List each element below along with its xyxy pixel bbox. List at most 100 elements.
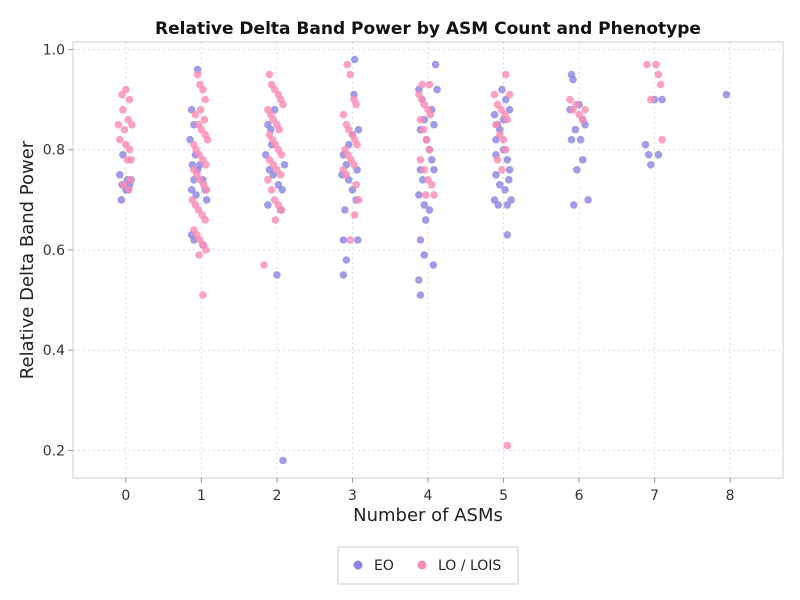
y-axis-label: Relative Delta Band Power [17,140,38,379]
lo-lois-point [352,181,361,189]
lo-lois-point [425,80,434,89]
lo-lois-point [196,105,205,114]
lo-lois-point [201,95,209,104]
lo-lois-point [267,186,276,194]
eo-point [415,276,423,284]
lo-lois-point [499,135,508,144]
x-tick-label: 3 [348,488,357,504]
lo-lois-point [202,246,210,254]
lo-lois-point [492,120,500,129]
lo-lois-point [503,115,512,124]
eo-point [339,271,348,279]
lo-lois-point [120,125,129,134]
lo-lois-point [127,156,135,164]
eo-point [420,201,429,209]
eo-point [658,95,666,104]
legend-marker-lo-lois [417,560,427,570]
eo-point [505,176,513,184]
x-tick-label: 6 [575,488,584,504]
eo-point [641,140,650,149]
eo-point [429,261,438,269]
eo-point [644,151,653,159]
lo-lois-point [350,161,358,169]
lo-lois-point [354,196,363,204]
lo-lois-point [346,70,355,79]
eo-point [415,191,423,199]
eo-point [571,125,580,134]
series-lo-lois-points [114,60,666,450]
eo-point [501,186,509,194]
x-tick-label: 1 [197,488,206,504]
lo-lois-point [125,145,134,154]
lo-lois-point [199,291,207,299]
lo-lois-point [652,60,660,69]
lo-lois-point [505,90,514,99]
lo-lois-point [195,251,203,259]
eo-point [492,171,500,179]
eo-point [119,151,127,159]
lo-lois-point [420,166,429,174]
lo-lois-point [276,171,285,179]
eo-point [647,161,655,169]
lo-lois-point [579,115,587,124]
lo-lois-point [122,85,130,94]
lo-lois-point [421,191,430,199]
lo-lois-point [342,171,351,179]
lo-lois-point [343,60,352,69]
eo-point [416,291,425,299]
eo-point [654,151,663,159]
eo-point [430,120,438,129]
eo-point [430,166,438,174]
eo-point [339,236,348,244]
eo-point [117,196,126,204]
eo-point [416,236,425,244]
lo-lois-point [658,135,666,144]
x-tick-label: 4 [424,488,433,504]
lo-lois-point [493,156,502,164]
eo-point [722,90,731,99]
eo-point [280,161,289,169]
eo-point [428,156,436,164]
x-axis-label: Number of ASMs [353,505,503,526]
eo-point [505,166,514,174]
lo-lois-point [203,135,212,144]
eo-point [584,196,592,204]
series-eo-points [116,55,731,465]
lo-lois-point [502,70,510,79]
eo-point [573,166,581,174]
eo-point [341,206,349,214]
lo-lois-point [275,125,284,134]
chart-title: Relative Delta Band Power by ASM Count a… [155,19,701,39]
x-tick-label: 8 [726,488,735,504]
eo-point [579,156,587,164]
lo-lois-point [200,115,209,124]
eo-point [567,135,576,144]
eo-point [570,201,578,209]
lo-lois-point [498,166,506,174]
lo-lois-point [116,135,124,144]
lo-lois-point [503,441,512,450]
eo-point [354,236,362,244]
lo-lois-point [656,80,665,89]
lo-lois-point [430,191,438,199]
legend: EO LO / LOIS [337,546,519,585]
lo-lois-point [350,211,359,219]
x-tick-label: 5 [499,488,508,504]
eo-point [279,456,287,465]
lo-lois-point [426,110,435,119]
x-tick-label: 7 [650,488,659,504]
lo-lois-point [264,176,272,184]
eo-point [421,216,430,224]
lo-lois-point [277,151,286,159]
eo-point [187,186,196,194]
lo-lois-point [126,176,135,184]
eo-point [507,196,515,204]
lo-lois-point [418,80,426,89]
lo-lois-point [339,110,348,119]
eo-point [350,55,359,64]
lo-lois-point [643,60,651,69]
x-tick-label: 0 [121,488,130,504]
eo-point [273,271,281,279]
legend-label-eo: EO [374,558,394,574]
eo-point [425,206,434,214]
